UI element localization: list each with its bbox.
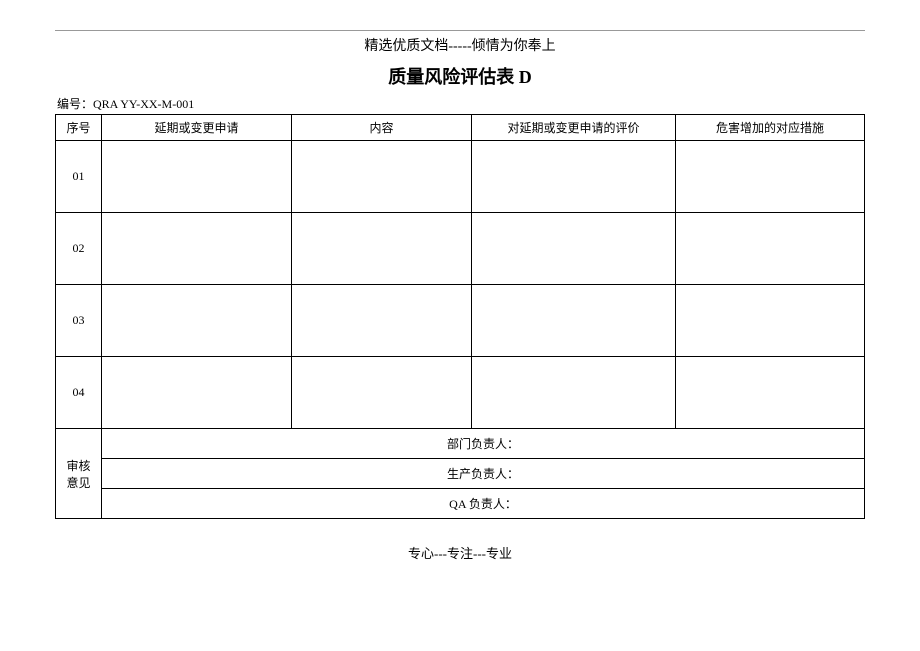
review-label: 审核 意见 <box>56 429 102 519</box>
cell-content <box>292 285 472 357</box>
header-text: 精选优质文档-----倾情为你奉上 <box>55 35 865 55</box>
table-row: 04 <box>56 357 865 429</box>
table-row: 03 <box>56 285 865 357</box>
cell-request <box>102 357 292 429</box>
cell-request <box>102 285 292 357</box>
review-dept-line: 部门负责人： <box>102 429 865 459</box>
cell-measure <box>676 357 865 429</box>
col-header-measure: 危害增加的对应措施 <box>676 115 865 141</box>
cell-eval <box>472 141 676 213</box>
cell-content <box>292 141 472 213</box>
risk-assessment-table: 序号 延期或变更申请 内容 对延期或变更申请的评价 危害增加的对应措施 01 0… <box>55 114 865 519</box>
footer-text: 专心---专注---专业 <box>55 543 865 562</box>
col-header-request: 延期或变更申请 <box>102 115 292 141</box>
cell-request <box>102 141 292 213</box>
table-row: 01 <box>56 141 865 213</box>
cell-seq: 01 <box>56 141 102 213</box>
col-header-eval: 对延期或变更申请的评价 <box>472 115 676 141</box>
cell-seq: 02 <box>56 213 102 285</box>
review-row-dept: 审核 意见 部门负责人： <box>56 429 865 459</box>
cell-request <box>102 213 292 285</box>
col-header-content: 内容 <box>292 115 472 141</box>
serial-number-label: 编号：QRA YY-XX-M-001 <box>55 95 865 112</box>
cell-eval <box>472 213 676 285</box>
page-title: 质量风险评估表 D <box>55 63 865 89</box>
review-qa-line: QA 负责人： <box>102 489 865 519</box>
review-prod-line: 生产负责人： <box>102 459 865 489</box>
review-row-qa: QA 负责人： <box>56 489 865 519</box>
cell-seq: 04 <box>56 357 102 429</box>
table-row: 02 <box>56 213 865 285</box>
cell-eval <box>472 285 676 357</box>
cell-measure <box>676 141 865 213</box>
col-header-seq: 序号 <box>56 115 102 141</box>
top-divider <box>55 30 865 31</box>
table-header-row: 序号 延期或变更申请 内容 对延期或变更申请的评价 危害增加的对应措施 <box>56 115 865 141</box>
cell-seq: 03 <box>56 285 102 357</box>
cell-measure <box>676 213 865 285</box>
review-row-prod: 生产负责人： <box>56 459 865 489</box>
cell-content <box>292 357 472 429</box>
page-container: 精选优质文档-----倾情为你奉上 质量风险评估表 D 编号：QRA YY-XX… <box>0 0 920 582</box>
cell-measure <box>676 285 865 357</box>
cell-content <box>292 213 472 285</box>
cell-eval <box>472 357 676 429</box>
